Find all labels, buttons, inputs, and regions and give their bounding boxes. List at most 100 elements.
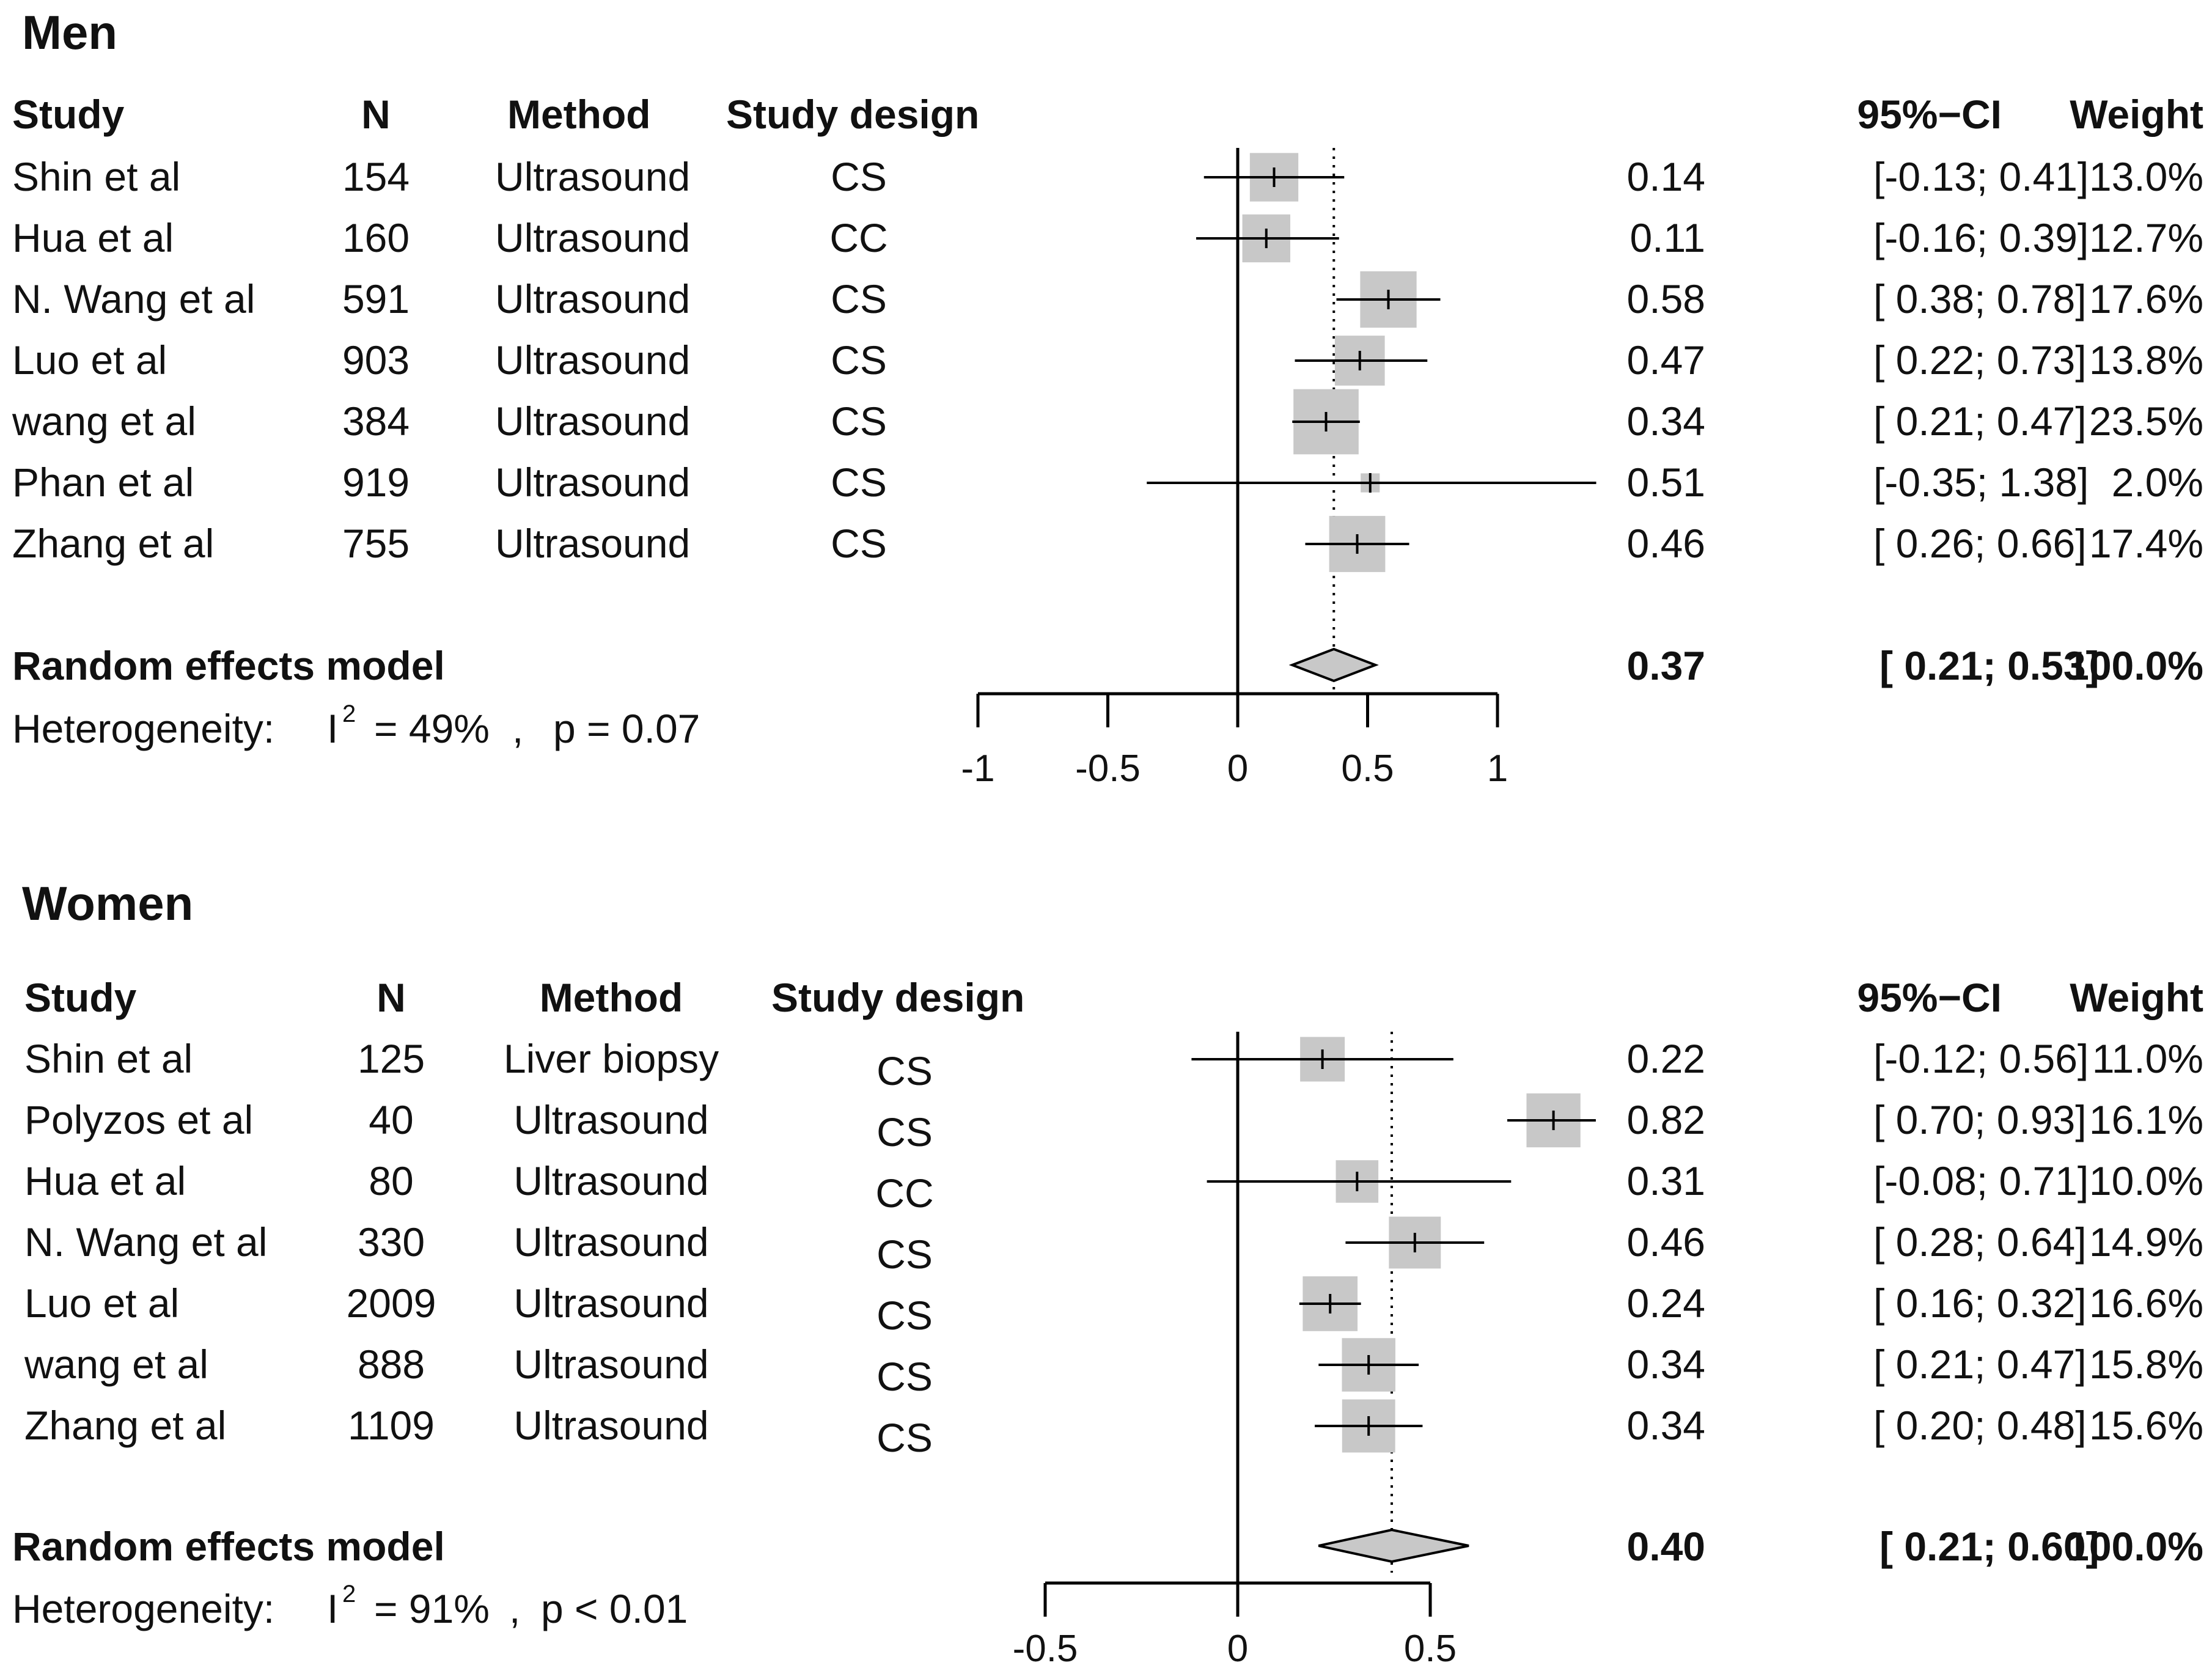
study-design: CS [876,1109,933,1155]
study-method: Ultrasound [513,1342,708,1387]
x-axis-tick-label: 0 [1227,1628,1248,1668]
study-design: CS [831,399,887,444]
column-header-method: Method [507,92,651,137]
study-name: Polyzos et al [24,1097,253,1142]
study-estimate: 0.34 [1627,1342,1705,1387]
study-estimate: 0.34 [1627,399,1705,444]
summary-row: Random effects model 0.37 [ 0.21; 0.53]100… [12,643,2203,688]
study-name: Zhang et al [24,1403,226,1448]
study-name: Phan et al [12,460,194,505]
study-estimate: 0.22 [1627,1036,1705,1081]
heterogeneity-p-value: p < 0.01 [541,1586,688,1631]
heterogeneity-separator: , [509,1586,520,1631]
study-design: CS [876,1048,933,1093]
study-design: CS [831,276,887,321]
panel-title: Women [22,876,193,930]
study-ci: [ 0.26; 0.66] [1873,521,2087,566]
column-header-ci: 95%−CI [1857,975,2002,1020]
x-axis-tick-label: -0.5 [1075,748,1141,790]
column-header-ci: 95%−CI [1857,92,2002,137]
summary-weight: 100.0% [2067,643,2203,688]
heterogeneity-label: Heterogeneity: [12,706,274,751]
study-method: Ultrasound [495,399,690,444]
column-header-weight: Weight [2070,975,2203,1020]
x-axis-tick-label: 0 [1227,748,1248,790]
study-ci: [ 0.21; 0.47] [1873,399,2087,444]
study-estimate: 0.58 [1627,276,1705,321]
column-header-study-design: Study design [771,975,1024,1020]
x-axis-tick-label: -0.5 [1013,1628,1078,1668]
x-axis-tick-label: 1 [1487,748,1508,790]
study-estimate: 0.46 [1627,521,1705,566]
study-ci: [-0.13; 0.41] [1873,154,2089,199]
study-name: Luo et al [24,1280,179,1326]
study-weight: 16.1% [2089,1097,2203,1142]
study-n: 384 [342,399,410,444]
panel-title: Men [22,6,117,59]
column-header-study: Study [12,92,125,137]
study-design: CC [829,215,887,260]
study-name: wang et al [12,399,196,444]
study-weight: 13.0% [2089,154,2203,199]
study-design: CC [875,1170,933,1216]
study-weight: 23.5% [2089,399,2203,444]
study-estimate: 0.51 [1627,460,1705,505]
forest-panel-men: Men Study N Method Study design 95%−CI Weight S… [12,6,2203,790]
summary-estimate: 0.40 [1627,1524,1705,1569]
summary-ci: [ 0.21; 0.53] [1879,643,2100,688]
study-row: Zhang et al 1109 Ultrasound CS 0.34 [ 0.20; 0… [24,1399,2203,1460]
study-ci: [-0.12; 0.56] [1873,1036,2089,1081]
study-method: Ultrasound [495,276,690,321]
study-estimate: 0.24 [1627,1280,1705,1326]
heterogeneity-text: Heterogeneity: I 2 = 49%, p = 0.07 [12,700,700,751]
study-name: Zhang et al [12,521,214,566]
study-n: 80 [369,1158,413,1203]
study-method: Ultrasound [495,215,690,260]
study-row: N. Wang et al 330 Ultrasound CS 0.46 [ 0.28; … [24,1216,2203,1277]
study-method: Ultrasound [495,521,690,566]
study-name: Hua et al [24,1158,186,1203]
study-n: 40 [369,1097,413,1142]
study-row: Shin et al 125 Liver biopsy CS 0.22 [-0.12; 0… [24,1036,2203,1093]
study-row: Luo et al 2009 Ultrasound CS 0.24 [ 0.16; 0.3… [24,1276,2203,1338]
study-weight: 17.4% [2089,521,2203,566]
study-n: 755 [342,521,410,566]
study-estimate: 0.14 [1627,154,1705,199]
study-method: Ultrasound [495,154,690,199]
summary-diamond [1288,647,1379,683]
heterogeneity-i2-letter: I [327,706,338,751]
study-estimate: 0.34 [1627,1403,1705,1448]
study-name: Shin et al [24,1036,193,1081]
study-weight: 13.8% [2089,337,2203,383]
study-estimate: 0.47 [1627,337,1705,383]
study-n: 154 [342,154,410,199]
study-method: Ultrasound [495,460,690,505]
study-n: 160 [342,215,410,260]
study-row: Luo et al 903 Ultrasound CS 0.47 [ 0.22; 0.73… [12,336,2203,386]
study-design: CS [876,1232,933,1277]
column-header-n: N [377,975,406,1020]
study-weight: 15.8% [2089,1342,2203,1387]
study-weight: 14.9% [2089,1219,2203,1265]
column-header-n: N [361,92,391,137]
study-estimate: 0.82 [1627,1097,1705,1142]
study-n: 888 [358,1342,425,1387]
study-n: 1109 [348,1403,435,1448]
study-name: Shin et al [12,154,180,199]
heterogeneity-text: Heterogeneity: I 2 = 91%, p < 0.01 [12,1581,688,1631]
study-row: Zhang et al 755 Ultrasound CS 0.46 [ 0.26; 0.… [12,516,2203,572]
study-method: Ultrasound [513,1158,708,1203]
study-method: Liver biopsy [504,1036,719,1081]
study-design: CS [876,1415,933,1460]
study-design: CS [876,1354,933,1399]
study-name: wang et al [24,1342,208,1387]
x-axis-tick-label: 0.5 [1341,748,1394,790]
summary-label: Random effects model [12,1524,445,1569]
summary-row: Random effects model 0.40 [ 0.21; 0.60]100… [12,1524,2203,1569]
study-name: N. Wang et al [24,1219,267,1265]
study-design: CS [831,337,887,383]
study-weight: 10.0% [2089,1158,2203,1203]
study-name: N. Wang et al [12,276,255,321]
